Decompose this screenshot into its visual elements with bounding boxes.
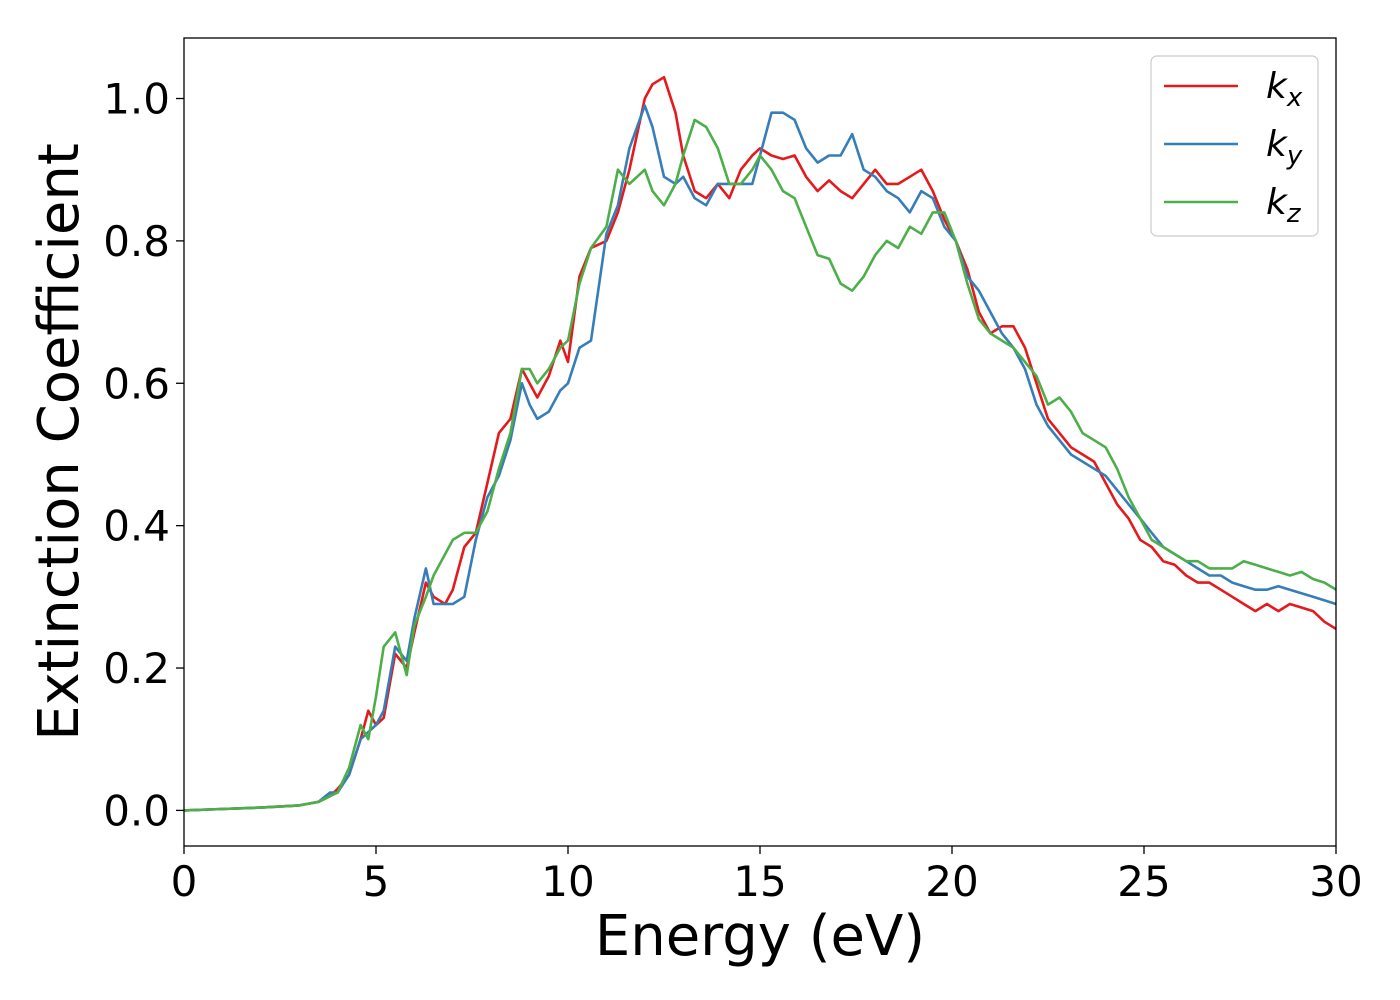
y-tick-label: 0.6 [103, 359, 170, 408]
legend-label-main: k [1266, 66, 1289, 107]
y-tick-label: 1.0 [103, 75, 170, 124]
x-axis-title: Energy (eV) [595, 904, 925, 969]
y-axis-title: Extinction Coefficient [27, 143, 92, 741]
y-tick-label: 0.0 [103, 786, 170, 835]
x-tick-label: 25 [1117, 857, 1170, 906]
legend-label-kz: kz [1266, 182, 1302, 229]
legend-label-main: k [1266, 182, 1289, 223]
series-layer [184, 75, 1336, 812]
x-tick-label: 30 [1309, 857, 1362, 906]
series-line-kx [184, 75, 1336, 812]
legend-label-kx: kx [1266, 66, 1303, 113]
y-tick-label: 0.8 [103, 217, 170, 266]
legend-label-ky: ky [1266, 124, 1303, 171]
legend-label-main: k [1266, 124, 1289, 165]
x-tick-label: 0 [171, 857, 198, 906]
y-tick-label: 0.4 [103, 502, 170, 551]
legend-label-subscript: z [1286, 199, 1302, 229]
y-axis-ticks: 0.0 0.2 0.4 0.6 0.8 1.0 [103, 75, 184, 835]
legend-label-subscript: x [1286, 83, 1303, 113]
legend-label-subscript: y [1286, 141, 1303, 171]
legend-box [1150, 55, 1319, 237]
x-tick-label: 20 [925, 857, 978, 906]
y-tick-label: 0.2 [103, 644, 170, 693]
x-tick-label: 15 [733, 857, 786, 906]
series-line-kz [184, 118, 1336, 812]
series-line-ky [184, 104, 1336, 812]
x-tick-label: 5 [363, 857, 390, 906]
x-tick-label: 10 [541, 857, 594, 906]
x-axis-ticks: 0 5 10 15 20 25 30 [171, 846, 1363, 906]
